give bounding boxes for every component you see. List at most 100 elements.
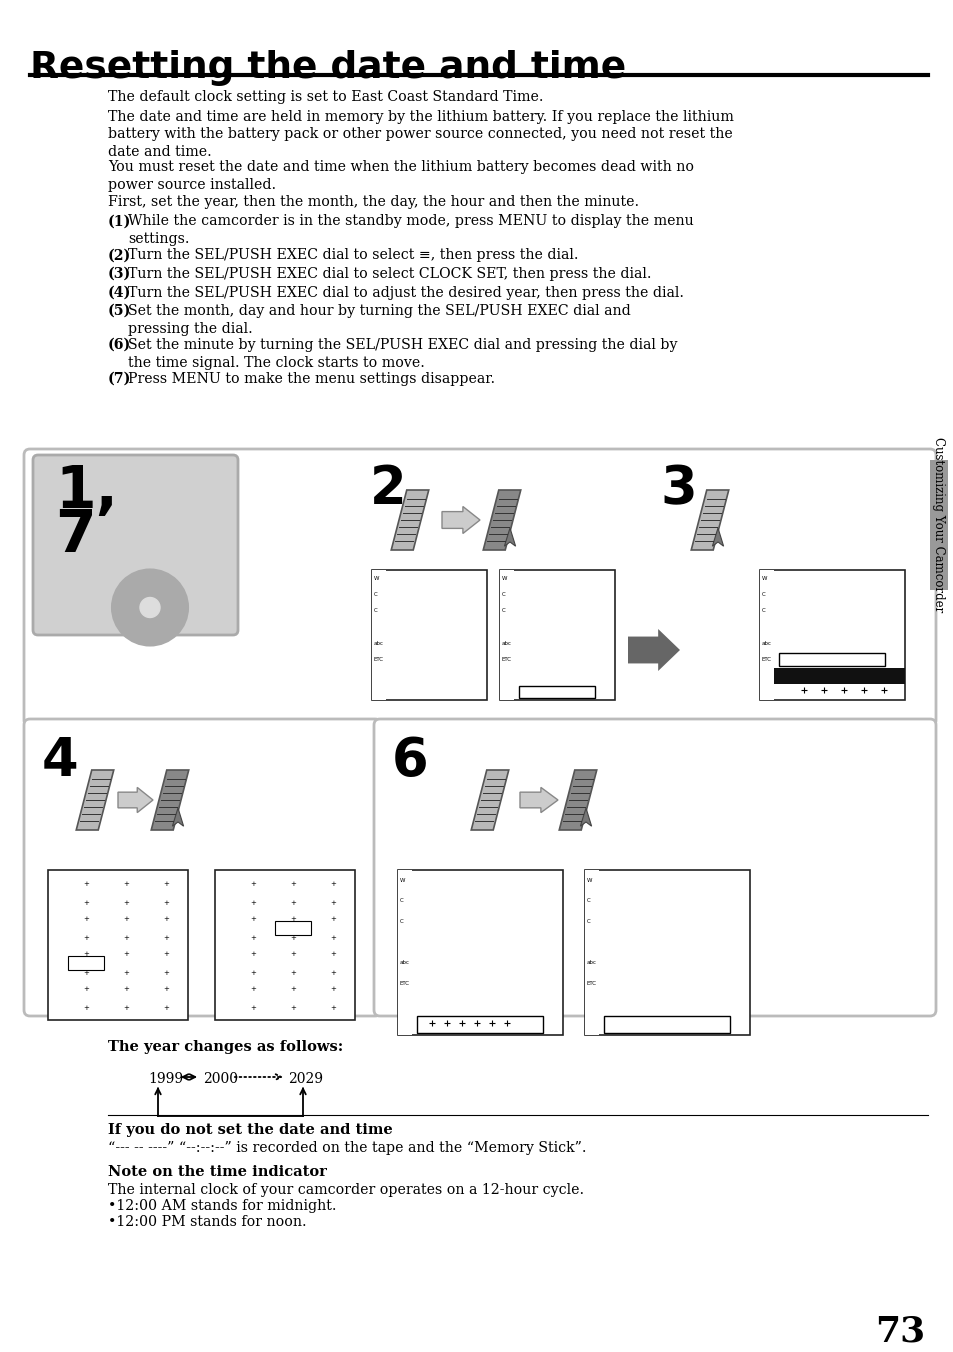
Text: +: +: [83, 986, 89, 992]
Text: +: +: [330, 1005, 335, 1011]
Text: +: +: [250, 986, 255, 992]
Text: +: +: [123, 880, 129, 887]
Bar: [603, 1017, 729, 1033]
Polygon shape: [118, 787, 152, 813]
Text: +: +: [163, 915, 169, 922]
Text: 1999: 1999: [148, 1072, 183, 1086]
FancyBboxPatch shape: [24, 449, 935, 726]
Text: ETC: ETC: [399, 982, 410, 986]
Bar: [760, 571, 904, 700]
Text: W: W: [399, 877, 405, 883]
Text: 2000: 2000: [203, 1072, 237, 1086]
Text: +: +: [83, 1005, 89, 1011]
Text: +: +: [163, 936, 169, 941]
Text: +: +: [123, 950, 129, 957]
Text: abc: abc: [761, 641, 771, 646]
Text: +: +: [163, 1005, 169, 1011]
Text: +: +: [83, 950, 89, 957]
Polygon shape: [483, 489, 520, 550]
Text: +: +: [123, 986, 129, 992]
Text: +: +: [250, 936, 255, 941]
Text: 2: 2: [370, 462, 406, 515]
Bar: [372, 571, 386, 700]
Text: The internal clock of your camcorder operates on a 12-hour cycle.: The internal clock of your camcorder ope…: [108, 1183, 583, 1197]
Text: C: C: [501, 592, 505, 596]
Text: +: +: [123, 969, 129, 976]
Text: (3): (3): [108, 266, 132, 281]
Bar: [372, 571, 486, 700]
Text: The date and time are held in memory by the lithium battery. If you replace the : The date and time are held in memory by …: [108, 110, 733, 160]
Bar: [518, 685, 595, 698]
Text: 7: 7: [55, 507, 95, 564]
Text: +: +: [83, 969, 89, 976]
Text: C: C: [374, 592, 377, 596]
Bar: [584, 869, 598, 1036]
Bar: [779, 653, 884, 665]
Text: C: C: [761, 592, 765, 596]
Text: ETC: ETC: [374, 657, 384, 662]
Bar: [397, 869, 562, 1036]
Bar: [48, 869, 188, 1019]
Text: ETC: ETC: [761, 657, 771, 662]
Text: Press MENU to make the menu settings disappear.: Press MENU to make the menu settings dis…: [128, 372, 495, 387]
Text: abc: abc: [586, 960, 597, 965]
Polygon shape: [691, 489, 728, 550]
Text: C: C: [586, 919, 590, 923]
Text: C: C: [586, 899, 590, 903]
Polygon shape: [627, 629, 679, 671]
Polygon shape: [152, 771, 189, 830]
Text: (4): (4): [108, 285, 132, 300]
Bar: [397, 869, 412, 1036]
Text: +: +: [330, 915, 335, 922]
Text: (6): (6): [108, 338, 132, 352]
Text: 4: 4: [42, 735, 78, 787]
Text: •12:00 PM stands for noon.: •12:00 PM stands for noon.: [108, 1215, 306, 1229]
Text: +: +: [250, 950, 255, 957]
Text: C: C: [374, 608, 377, 612]
Polygon shape: [76, 771, 113, 830]
Text: +: +: [330, 969, 335, 976]
Text: +: +: [123, 900, 129, 906]
Text: +: +: [250, 1005, 255, 1011]
Text: +: +: [290, 915, 295, 922]
Text: Resetting the date and time: Resetting the date and time: [30, 50, 625, 87]
Text: (7): (7): [108, 372, 132, 387]
Polygon shape: [471, 771, 508, 830]
Bar: [773, 668, 904, 684]
Polygon shape: [519, 787, 558, 813]
Text: +: +: [290, 950, 295, 957]
Bar: [499, 571, 514, 700]
Bar: [416, 1017, 542, 1033]
Text: +: +: [83, 900, 89, 906]
Text: +: +: [123, 936, 129, 941]
Text: Set the minute by turning the SEL/PUSH EXEC dial and pressing the dial by
the ti: Set the minute by turning the SEL/PUSH E…: [128, 338, 677, 370]
Text: “--- -- ----” “--:--:--” is recorded on the tape and the “Memory Stick”.: “--- -- ----” “--:--:--” is recorded on …: [108, 1141, 586, 1155]
Text: +: +: [330, 950, 335, 957]
Polygon shape: [712, 529, 722, 546]
Text: abc: abc: [374, 641, 384, 646]
Text: W: W: [586, 877, 592, 883]
Text: +: +: [83, 936, 89, 941]
FancyBboxPatch shape: [33, 456, 237, 635]
Text: +: +: [163, 986, 169, 992]
Text: Customizing Your Camcorder: Customizing Your Camcorder: [931, 438, 944, 612]
Text: C: C: [399, 919, 403, 923]
Text: •12:00 AM stands for midnight.: •12:00 AM stands for midnight.: [108, 1199, 336, 1213]
Text: You must reset the date and time when the lithium battery becomes dead with no
p: You must reset the date and time when th…: [108, 160, 693, 192]
Text: 1,: 1,: [55, 462, 118, 521]
Text: The default clock setting is set to East Coast Standard Time.: The default clock setting is set to East…: [108, 91, 543, 104]
Text: If you do not set the date and time: If you do not set the date and time: [108, 1124, 393, 1137]
Text: +: +: [290, 1005, 295, 1011]
Polygon shape: [504, 529, 515, 546]
Text: C: C: [761, 608, 765, 612]
Text: abc: abc: [501, 641, 512, 646]
Bar: [929, 460, 947, 589]
Text: ETC: ETC: [501, 657, 512, 662]
Text: +: +: [290, 936, 295, 941]
Text: ETC: ETC: [586, 982, 597, 986]
Text: +: +: [250, 915, 255, 922]
Bar: [584, 869, 749, 1036]
Bar: [274, 921, 311, 934]
Text: +: +: [163, 880, 169, 887]
FancyBboxPatch shape: [374, 719, 935, 1015]
